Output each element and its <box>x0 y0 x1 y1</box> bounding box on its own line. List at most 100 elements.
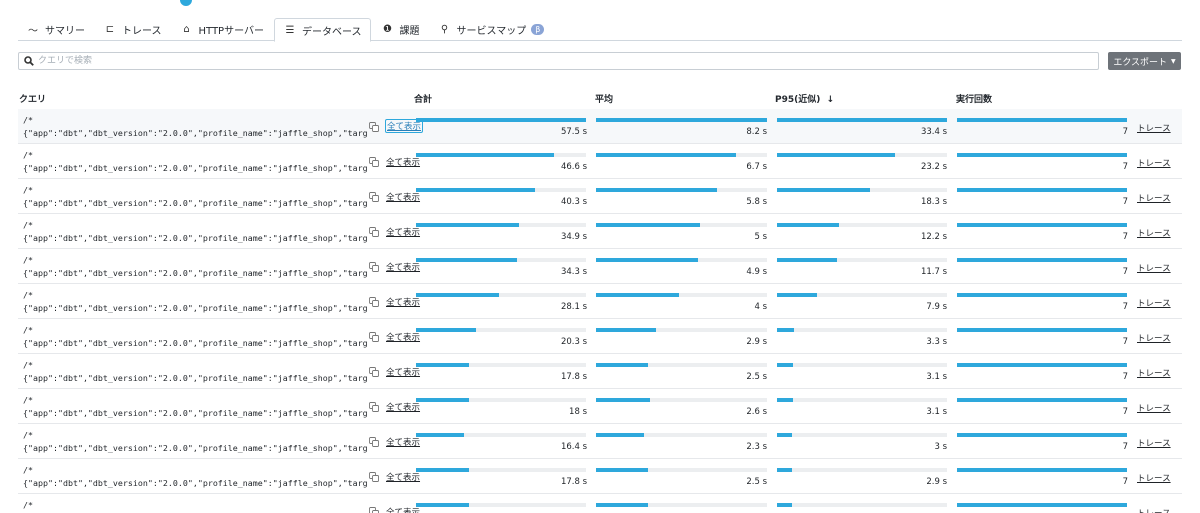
tab-label: データベース <box>302 26 362 38</box>
query-line-2: {"app":"dbt","dbt_version":"2.0.0","prof… <box>23 232 368 243</box>
trace-link[interactable]: トレース <box>1137 474 1171 484</box>
show-all-link[interactable]: 全て表示 <box>386 473 421 483</box>
column-header-total[interactable]: 合計 <box>414 95 433 105</box>
table-row[interactable]: /*{"app":"dbt","dbt_version":"2.0.0","pr… <box>18 284 1182 319</box>
copy-icon[interactable] <box>369 472 379 482</box>
total-value: 34.3 s <box>560 267 587 277</box>
show-all-link[interactable]: 全て表示 <box>386 333 421 343</box>
avg-bar <box>596 398 767 402</box>
table-row[interactable]: /*{"app":"dbt","dbt_version":"2.0.0","pr… <box>18 354 1182 389</box>
show-all-link[interactable]: 全て表示 <box>386 298 421 308</box>
tab-line-chart[interactable]: 〜サマリー <box>18 18 93 41</box>
tab-database[interactable]: ☰ データベース <box>274 18 371 42</box>
count-value: 7 <box>1122 302 1128 312</box>
tab-label: HTTPサーバー <box>198 26 265 37</box>
total-bar <box>416 503 586 507</box>
column-header-query[interactable]: クエリ <box>19 95 47 105</box>
show-all-link[interactable]: 全て表示 <box>385 119 424 133</box>
copy-icon[interactable] <box>369 507 379 513</box>
copy-icon[interactable] <box>369 437 379 447</box>
export-button[interactable]: エクスポート ▼ <box>1108 52 1181 70</box>
total-bar-fill <box>416 223 519 227</box>
table-row[interactable]: /*{"app":"dbt","dbt_version":"2.0.0","pr… <box>18 144 1182 179</box>
p95-bar-fill <box>777 153 895 157</box>
table-row[interactable]: /*{"app":"dbt","dbt_version":"2.0.0","pr… <box>18 109 1182 144</box>
server-icon: ⌂ <box>183 24 190 35</box>
count-bar-fill <box>957 503 1127 507</box>
table-row[interactable]: /* {"app":"dbt","dbt_version":"2.0.0","pr… <box>18 214 1182 249</box>
show-all-link[interactable]: 全て表示 <box>386 228 421 238</box>
trace-link[interactable]: トレース <box>1137 404 1171 414</box>
trace-link[interactable]: トレース <box>1137 439 1171 449</box>
copy-icon[interactable] <box>369 367 379 377</box>
copy-icon[interactable] <box>369 402 379 412</box>
show-all-link[interactable]: 全て表示 <box>386 438 421 448</box>
query-text: /* {"app":"dbt","dbt_version":"2.0.0","pr… <box>23 324 368 349</box>
count-bar <box>957 468 1127 472</box>
copy-icon[interactable] <box>369 122 379 132</box>
trace-link[interactable]: トレース <box>1137 159 1171 169</box>
trace-link[interactable]: トレース <box>1137 369 1171 379</box>
trace-link[interactable]: トレース <box>1137 264 1171 274</box>
table-row[interactable]: /*{"app":"dbt","dbt_version":"2.0.0","pr… <box>18 389 1182 424</box>
copy-icon[interactable] <box>369 157 379 167</box>
trace-link[interactable]: トレース <box>1137 334 1171 344</box>
column-header-avg[interactable]: 平均 <box>595 95 614 105</box>
copy-icon[interactable] <box>369 262 379 272</box>
show-all-link[interactable]: 全て表示 <box>386 508 421 513</box>
line-chart-icon: 〜 <box>28 26 38 37</box>
show-all-link[interactable]: 全て表示 <box>386 368 421 378</box>
column-header-p95[interactable]: P95(近似) ↓ <box>775 92 834 105</box>
trace-icon: ⊏ <box>105 24 115 35</box>
table-row[interactable]: /*{"app":"dbt","dbt_version":"2.0.0","pr… <box>18 459 1182 494</box>
copy-icon[interactable] <box>369 227 379 237</box>
avg-bar-fill <box>596 188 717 192</box>
tab-server[interactable]: ⌂ HTTPサーバー <box>172 18 273 41</box>
total-bar <box>416 188 586 192</box>
trace-link[interactable]: トレース <box>1137 229 1171 239</box>
show-all-link[interactable]: 全て表示 <box>386 193 421 203</box>
tab-label: サービスマップ <box>456 26 527 37</box>
avg-bar <box>596 363 767 367</box>
count-bar-fill <box>957 293 1127 297</box>
sort-desc-icon: ↓ <box>826 95 835 105</box>
avg-bar-fill <box>596 363 648 367</box>
avg-bar-fill <box>596 398 650 402</box>
p95-bar-fill <box>777 258 837 262</box>
count-bar-fill <box>957 223 1127 227</box>
copy-icon[interactable] <box>369 297 379 307</box>
column-header-count[interactable]: 実行回数 <box>956 95 993 105</box>
search-input[interactable] <box>38 54 1038 68</box>
trace-link[interactable]: トレース <box>1137 299 1171 309</box>
query-line-1: /* <box>23 220 33 230</box>
show-all-link[interactable]: 全て表示 <box>386 158 421 168</box>
tab-service-map[interactable]: ⚲ サービスマップ β <box>430 18 553 41</box>
table-row[interactable]: /*{"app":"dbt","dbt_version":"2.0.0","pr… <box>18 494 1182 513</box>
table-row[interactable]: /*{"app":"dbt","dbt_version":"2.0.0","pr… <box>18 249 1182 284</box>
p95-value: 33.4 s <box>920 127 947 137</box>
count-bar-fill <box>957 188 1127 192</box>
trace-link[interactable]: トレース <box>1137 507 1171 513</box>
trace-link[interactable]: トレース <box>1137 194 1171 204</box>
tab-alert[interactable]: ❶ 課題 <box>373 18 428 41</box>
count-value: 7 <box>1122 372 1128 382</box>
count-value: 7 <box>1122 197 1128 207</box>
table-row[interactable]: /*{"app":"dbt","dbt_version":"2.0.0","pr… <box>18 319 1182 354</box>
table-row[interactable]: /*{"app":"dbt","dbt_version":"2.0.0","pr… <box>18 424 1182 459</box>
count-value: 7 <box>1122 407 1128 417</box>
p95-bar-fill <box>777 118 947 122</box>
tab-trace[interactable]: ⊏ トレース <box>95 18 170 41</box>
p95-bar <box>777 503 947 507</box>
copy-icon[interactable] <box>369 332 379 342</box>
count-bar-fill <box>957 153 1127 157</box>
trace-link[interactable]: トレース <box>1137 124 1171 134</box>
copy-icon[interactable] <box>369 192 379 202</box>
show-all-link[interactable]: 全て表示 <box>386 263 421 273</box>
p95-bar-fill <box>777 328 794 332</box>
table-header: クエリ 合計 平均 P95(近似) ↓ 実行回数 <box>0 92 1200 108</box>
query-text: /* {"app":"dbt","dbt_version":"2.0.0","pr… <box>23 394 368 419</box>
table-row[interactable]: /*{"app":"dbt","dbt_version":"2.0.0","pr… <box>18 179 1182 214</box>
export-label: エクスポート <box>1113 57 1168 68</box>
show-all-link[interactable]: 全て表示 <box>386 403 421 413</box>
p95-value: 18.3 s <box>920 197 947 207</box>
